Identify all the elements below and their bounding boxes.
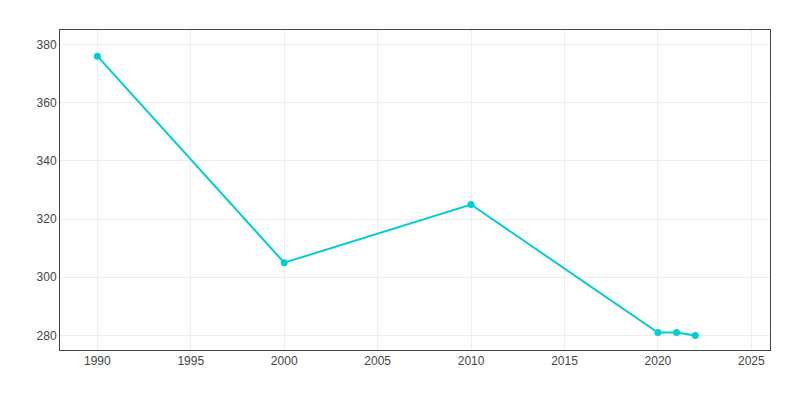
svg-text:2010: 2010 — [458, 354, 485, 368]
svg-text:300: 300 — [37, 270, 57, 284]
svg-text:2000: 2000 — [271, 354, 298, 368]
svg-text:360: 360 — [37, 96, 57, 110]
svg-text:1995: 1995 — [177, 354, 204, 368]
svg-text:280: 280 — [37, 329, 57, 343]
svg-text:1990: 1990 — [84, 354, 111, 368]
svg-text:2025: 2025 — [738, 354, 765, 368]
svg-text:2005: 2005 — [364, 354, 391, 368]
svg-text:320: 320 — [37, 212, 57, 226]
svg-text:2020: 2020 — [645, 354, 672, 368]
svg-text:2015: 2015 — [551, 354, 578, 368]
svg-text:340: 340 — [37, 154, 57, 168]
svg-text:380: 380 — [37, 38, 57, 52]
